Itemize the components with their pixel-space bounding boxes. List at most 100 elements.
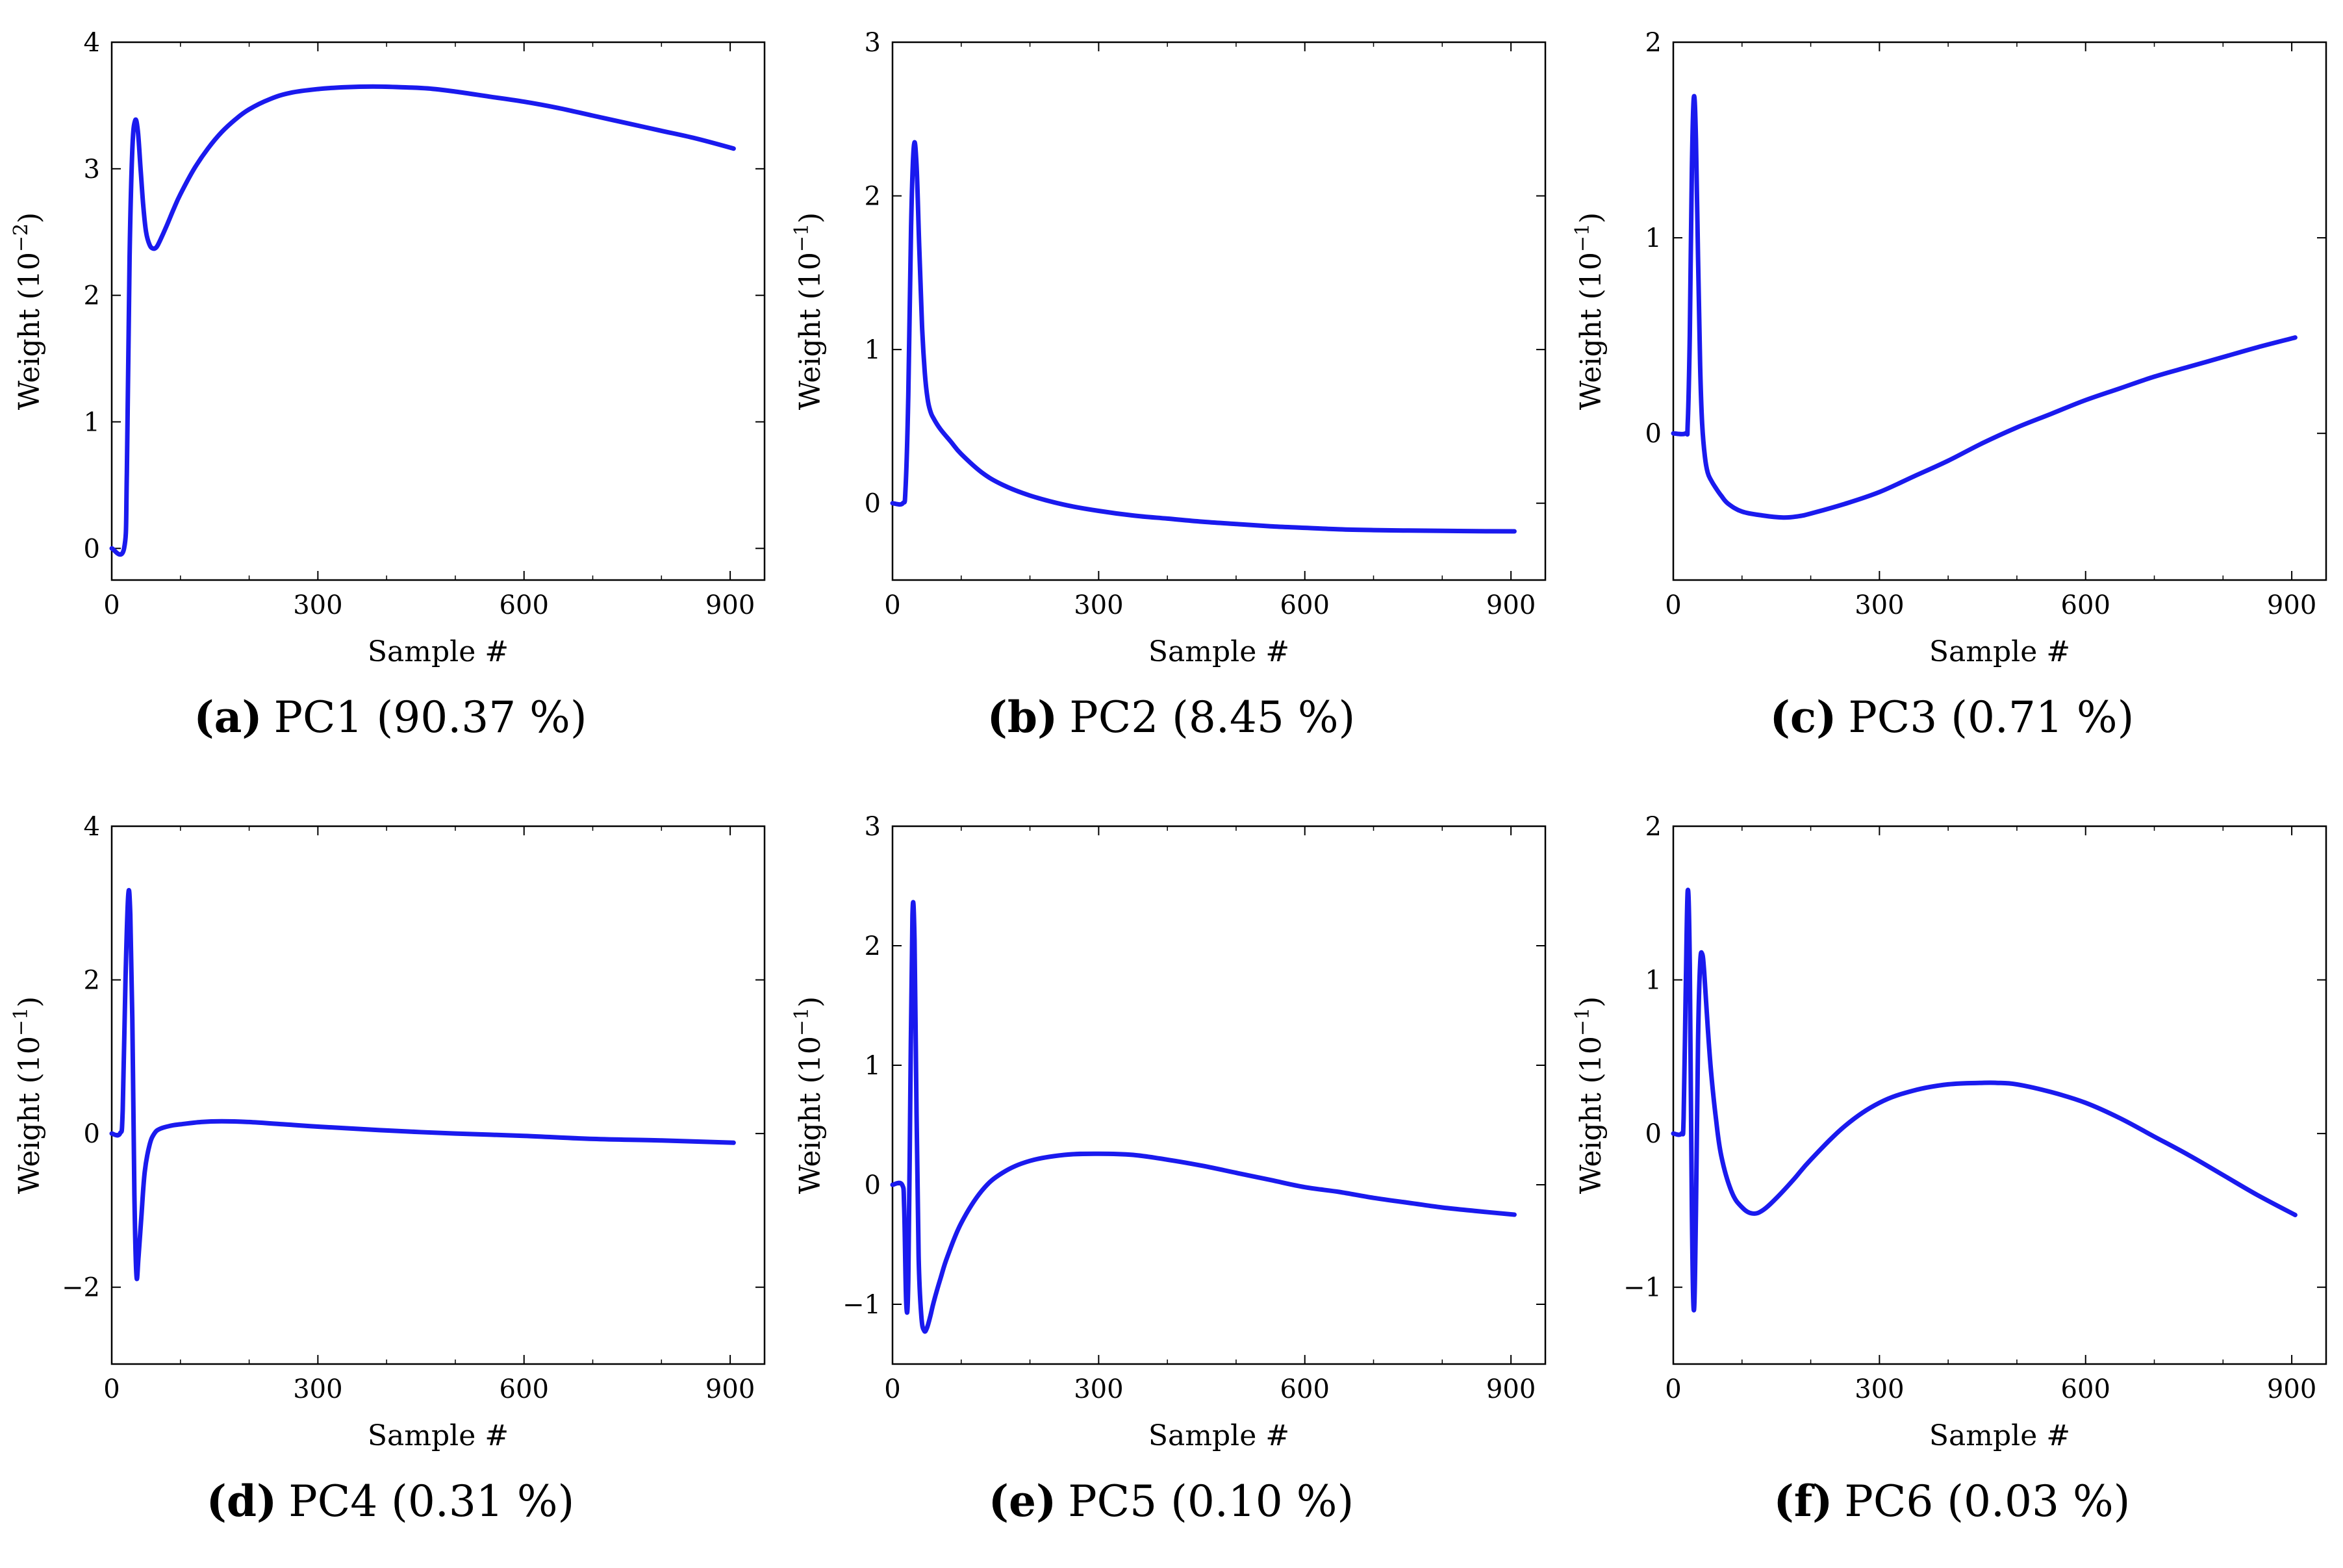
y-tick-label: 0 bbox=[1645, 419, 1662, 449]
chart-caption-c: (c) PC3 (0.71 %) bbox=[1562, 692, 2342, 742]
caption-letter: (e) bbox=[989, 1476, 1056, 1526]
plot-frame bbox=[112, 42, 765, 580]
x-tick-label: 900 bbox=[1486, 1374, 1536, 1404]
x-tick-label: 300 bbox=[293, 590, 342, 620]
chart-panel-f: 0 300 600 900 −1 0 1 2 Sample # Weight (10−1) (f) P… bbox=[1562, 784, 2342, 1568]
x-tick-label: 0 bbox=[1665, 1374, 1681, 1404]
caption-text: PC1 (90.37 %) bbox=[274, 692, 587, 742]
x-tick-label: 900 bbox=[705, 590, 755, 620]
x-tick-label: 600 bbox=[1280, 590, 1330, 620]
y-tick-label: 4 bbox=[84, 28, 100, 58]
y-tick-label: 2 bbox=[865, 931, 881, 961]
caption-text: PC2 (8.45 %) bbox=[1069, 692, 1355, 742]
y-tick-label: 4 bbox=[84, 812, 100, 842]
plot-frame bbox=[1673, 42, 2326, 580]
series-line-pc4 bbox=[112, 890, 733, 1279]
chart-a: 0 300 600 900 0 1 2 3 4 Sample # Weight (10−2) bbox=[0, 0, 781, 650]
x-axis-title: Sample # bbox=[1929, 635, 2070, 668]
chart-panel-a: 0 300 600 900 0 1 2 3 4 Sample # Weight (10−2) (a) P… bbox=[0, 0, 781, 784]
y-axis-title-exponent: −1 bbox=[1571, 223, 1594, 252]
x-axis-title: Sample # bbox=[368, 635, 509, 668]
y-tick-label: 3 bbox=[865, 812, 881, 842]
caption-text: PC4 (0.31 %) bbox=[288, 1476, 574, 1526]
x-tick-label: 0 bbox=[103, 590, 120, 620]
plot-frame bbox=[112, 826, 765, 1364]
caption-text: PC3 (0.71 %) bbox=[1848, 692, 2134, 742]
caption-letter: (c) bbox=[1770, 692, 1837, 742]
y-axis-title-text: Weight (10 bbox=[794, 1036, 827, 1194]
chart-caption-e: (e) PC5 (0.10 %) bbox=[781, 1476, 1562, 1526]
y-axis-title: Weight (10−1) bbox=[1571, 996, 1608, 1194]
x-tick-label: 300 bbox=[1855, 590, 1904, 620]
chart-caption-f: (f) PC6 (0.03 %) bbox=[1562, 1476, 2342, 1526]
x-tick-label: 900 bbox=[2267, 1374, 2316, 1404]
y-tick-label: 1 bbox=[84, 407, 100, 437]
x-tick-label: 600 bbox=[2061, 590, 2110, 620]
y-tick-label: 0 bbox=[865, 1170, 881, 1200]
y-tick-label: 1 bbox=[865, 335, 881, 365]
y-axis-title-suffix: ) bbox=[794, 996, 827, 1007]
x-tick-label: 0 bbox=[103, 1374, 120, 1404]
x-tick-label: 900 bbox=[705, 1374, 755, 1404]
y-axis-title-suffix: ) bbox=[13, 212, 46, 223]
x-tick-label: 600 bbox=[500, 1374, 549, 1404]
y-axis-title-text: Weight (10 bbox=[1575, 1036, 1608, 1194]
x-tick-label: 900 bbox=[2267, 590, 2316, 620]
y-axis-title-exponent: −1 bbox=[791, 223, 813, 252]
x-axis-title: Sample # bbox=[1929, 1419, 2070, 1452]
y-axis-title: Weight (10−2) bbox=[10, 212, 46, 410]
y-tick-label: −2 bbox=[62, 1273, 100, 1303]
y-axis-title: Weight (10−1) bbox=[1571, 212, 1608, 410]
y-axis-title-text: Weight (10 bbox=[1575, 252, 1608, 410]
y-tick-label: 2 bbox=[1645, 812, 1662, 842]
y-tick-label: 1 bbox=[865, 1051, 881, 1081]
series-line-pc1 bbox=[112, 86, 733, 554]
y-tick-label: 1 bbox=[1645, 966, 1662, 996]
y-tick-label: 0 bbox=[84, 1119, 100, 1149]
y-tick-label: −1 bbox=[842, 1290, 881, 1320]
y-axis-title-exponent: −1 bbox=[10, 1007, 32, 1036]
caption-letter: (d) bbox=[207, 1476, 277, 1526]
chart-panel-d: 0 300 600 900 −2 0 2 4 Sample # Weight (10−1) (d) P… bbox=[0, 784, 781, 1568]
plot-frame bbox=[893, 826, 1545, 1364]
y-tick-label: 3 bbox=[865, 28, 881, 58]
caption-text: PC5 (0.10 %) bbox=[1068, 1476, 1354, 1526]
x-axis-title: Sample # bbox=[1148, 635, 1289, 668]
y-tick-label: 2 bbox=[1645, 28, 1662, 58]
series-line-pc2 bbox=[893, 142, 1514, 531]
series-line-pc6 bbox=[1673, 890, 2295, 1310]
y-axis-title-suffix: ) bbox=[1575, 996, 1608, 1007]
plot-frame bbox=[893, 42, 1545, 580]
y-axis-title: Weight (10−1) bbox=[791, 212, 827, 410]
y-axis-title-exponent: −1 bbox=[791, 1007, 813, 1036]
x-tick-label: 300 bbox=[1074, 1374, 1123, 1404]
chart-panel-e: 0 300 600 900 −1 0 1 2 3 Sample # Weight (10−1) (e)… bbox=[781, 784, 1562, 1568]
y-tick-label: 0 bbox=[84, 534, 100, 564]
y-tick-label: 1 bbox=[1645, 223, 1662, 253]
y-tick-label: 2 bbox=[84, 966, 100, 996]
y-axis-title-text: Weight (10 bbox=[13, 252, 46, 410]
x-tick-label: 600 bbox=[2061, 1374, 2110, 1404]
chart-d: 0 300 600 900 −2 0 2 4 Sample # Weight (10−1) bbox=[0, 784, 781, 1434]
caption-letter: (f) bbox=[1774, 1476, 1833, 1526]
chart-caption-d: (d) PC4 (0.31 %) bbox=[0, 1476, 781, 1526]
chart-caption-a: (a) PC1 (90.37 %) bbox=[0, 692, 781, 742]
x-axis-title: Sample # bbox=[368, 1419, 509, 1452]
y-axis-title: Weight (10−1) bbox=[10, 996, 46, 1194]
y-axis-title-exponent: −1 bbox=[1571, 1007, 1594, 1036]
y-tick-label: 3 bbox=[84, 155, 100, 184]
caption-letter: (a) bbox=[194, 692, 262, 742]
y-tick-label: −1 bbox=[1623, 1273, 1662, 1303]
y-tick-label: 0 bbox=[865, 489, 881, 519]
chart-panel-c: 0 300 600 900 0 1 2 Sample # Weight (10−1) (c) PC3… bbox=[1562, 0, 2342, 784]
x-tick-label: 300 bbox=[1074, 590, 1123, 620]
y-tick-label: 0 bbox=[1645, 1119, 1662, 1149]
x-tick-label: 0 bbox=[1665, 590, 1681, 620]
caption-text: PC6 (0.03 %) bbox=[1844, 1476, 2130, 1526]
series-line-pc5 bbox=[893, 902, 1514, 1332]
y-axis-title-text: Weight (10 bbox=[794, 252, 827, 410]
x-tick-label: 300 bbox=[1855, 1374, 1904, 1404]
x-tick-label: 300 bbox=[293, 1374, 342, 1404]
